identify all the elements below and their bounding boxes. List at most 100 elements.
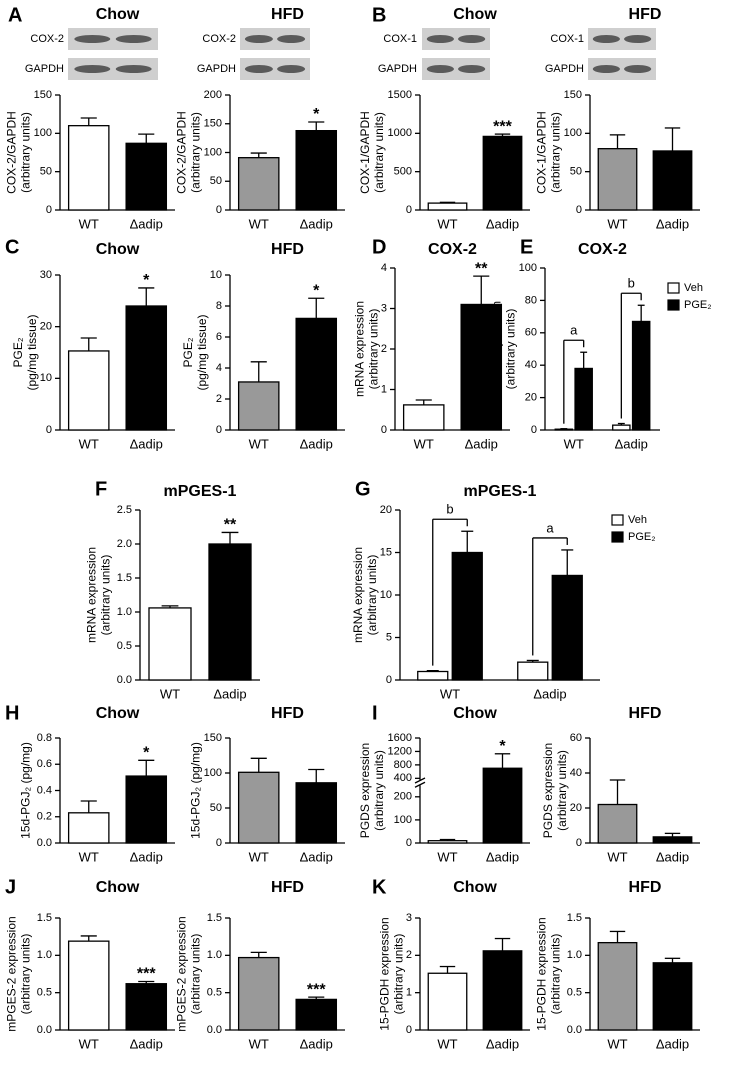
- x-tick-label: Δadip: [486, 849, 519, 864]
- y-tick-label: 1.0: [117, 606, 132, 618]
- y-tick-label: 1: [381, 383, 387, 395]
- error-bar: [138, 759, 155, 777]
- blot-band: [426, 35, 454, 43]
- bar: [125, 305, 168, 431]
- significance: **: [475, 260, 488, 277]
- y-tick-label: 0.0: [117, 674, 132, 686]
- blot-strip: [240, 28, 310, 50]
- y-tick-label: 0.5: [37, 987, 52, 999]
- y-tick-label: 60: [525, 327, 537, 339]
- bar: [597, 803, 638, 844]
- error-bar: [664, 957, 681, 963]
- y-tick-label: 20: [525, 392, 537, 404]
- error-bar: [80, 117, 97, 126]
- bar: [237, 771, 280, 844]
- y-tick-label: 150: [34, 89, 52, 101]
- chart-title: HFD: [271, 879, 304, 896]
- y-tick-label: 2: [381, 343, 387, 355]
- x-tick-label: WT: [249, 436, 269, 451]
- y-tick-label: 2: [216, 393, 222, 405]
- bar: [574, 367, 593, 431]
- bar: [67, 125, 110, 211]
- y-axis-label: (arbitrary units): [555, 750, 569, 831]
- error-bar: [439, 838, 456, 841]
- blot-label: GAPDH: [378, 63, 417, 75]
- x-tick-label: WT: [437, 1036, 457, 1051]
- y-tick-label: 150: [204, 732, 222, 744]
- y-tick-label: 10: [40, 372, 52, 384]
- y-tick-label: 4: [381, 262, 387, 274]
- bar: [295, 998, 338, 1031]
- x-tick-label: WT: [79, 436, 99, 451]
- y-tick-label: 0.8: [37, 732, 52, 744]
- x-tick-label: Δadip: [130, 849, 163, 864]
- x-tick-label: Δadip: [465, 436, 498, 451]
- x-tick-label: Δadip: [300, 849, 333, 864]
- x-tick-label: Δadip: [656, 216, 689, 231]
- y-tick-label: 0: [386, 674, 392, 686]
- x-tick-label: Δadip: [130, 216, 163, 231]
- blot-strip: [68, 28, 158, 50]
- y-tick-label: 100: [564, 127, 582, 139]
- chart-title: mPGES-1: [164, 483, 237, 500]
- x-tick-label: Δadip: [300, 436, 333, 451]
- error-bar: [617, 422, 625, 426]
- y-axis-label: (arbitrary units): [372, 112, 386, 193]
- error-bar: [637, 304, 645, 322]
- significance: ***: [307, 981, 326, 998]
- y-tick-label: 1.5: [117, 572, 132, 584]
- y-axis-label: (pg/mg tissue): [195, 314, 209, 390]
- y-tick-label: 0.5: [567, 987, 582, 999]
- y-tick-label: 800: [394, 759, 412, 771]
- error-bar: [609, 930, 626, 943]
- bracket: [432, 518, 468, 666]
- chart-title: Chow: [96, 241, 140, 258]
- y-tick-label: 50: [210, 802, 222, 814]
- panel-label: B: [372, 4, 386, 26]
- bar: [208, 543, 252, 681]
- bar: [125, 775, 168, 844]
- error-bar: [609, 134, 626, 149]
- error-bar: [138, 133, 155, 144]
- y-tick-label: 0: [406, 837, 412, 849]
- error-bar: [561, 549, 574, 576]
- x-tick-label: WT: [249, 216, 269, 231]
- y-axis-label: COX-2/GAPDH: [175, 111, 189, 194]
- legend-label: Veh: [684, 282, 703, 294]
- error-bar: [580, 351, 588, 369]
- bar: [427, 972, 468, 1031]
- legend-swatch: [667, 299, 680, 311]
- chart-title: Chow: [453, 879, 497, 896]
- y-tick-label: 0: [381, 424, 387, 436]
- x-tick-label: Δadip: [300, 1036, 333, 1051]
- y-axis-label: mRNA expression: [490, 301, 504, 397]
- blot-strip: [588, 28, 656, 50]
- y-tick-label: 1.0: [207, 949, 222, 961]
- x-tick-label: WT: [249, 849, 269, 864]
- y-tick-label: 0: [531, 424, 537, 436]
- y-axis-label: mRNA expression: [353, 301, 367, 397]
- blot-band: [244, 65, 273, 73]
- x-tick-label: Δadip: [656, 1036, 689, 1051]
- y-axis-label: (arbitrary units): [189, 934, 203, 1015]
- axis-break: [414, 781, 426, 788]
- y-axis-label: 15d-PGJ₂ (pg/mg): [189, 742, 203, 839]
- blot-label: COX-1: [383, 33, 417, 45]
- x-tick-label: Δadip: [486, 1036, 519, 1051]
- bar: [517, 661, 549, 681]
- x-tick-label: Δadip: [615, 436, 648, 451]
- blot-label: GAPDH: [545, 63, 584, 75]
- y-tick-label: 100: [34, 127, 52, 139]
- legend-label: PGE₂: [628, 531, 656, 543]
- y-tick-label: 0.4: [37, 784, 52, 796]
- significance: *: [143, 272, 150, 289]
- x-tick-label: WT: [607, 216, 627, 231]
- y-tick-label: 1.5: [567, 912, 582, 924]
- y-tick-label: 200: [394, 791, 412, 803]
- error-bar: [250, 361, 267, 382]
- x-tick-label: WT: [437, 849, 457, 864]
- significance: **: [224, 517, 237, 534]
- error-bar: [439, 201, 456, 204]
- y-tick-label: 2.5: [117, 504, 132, 516]
- bar: [612, 424, 631, 431]
